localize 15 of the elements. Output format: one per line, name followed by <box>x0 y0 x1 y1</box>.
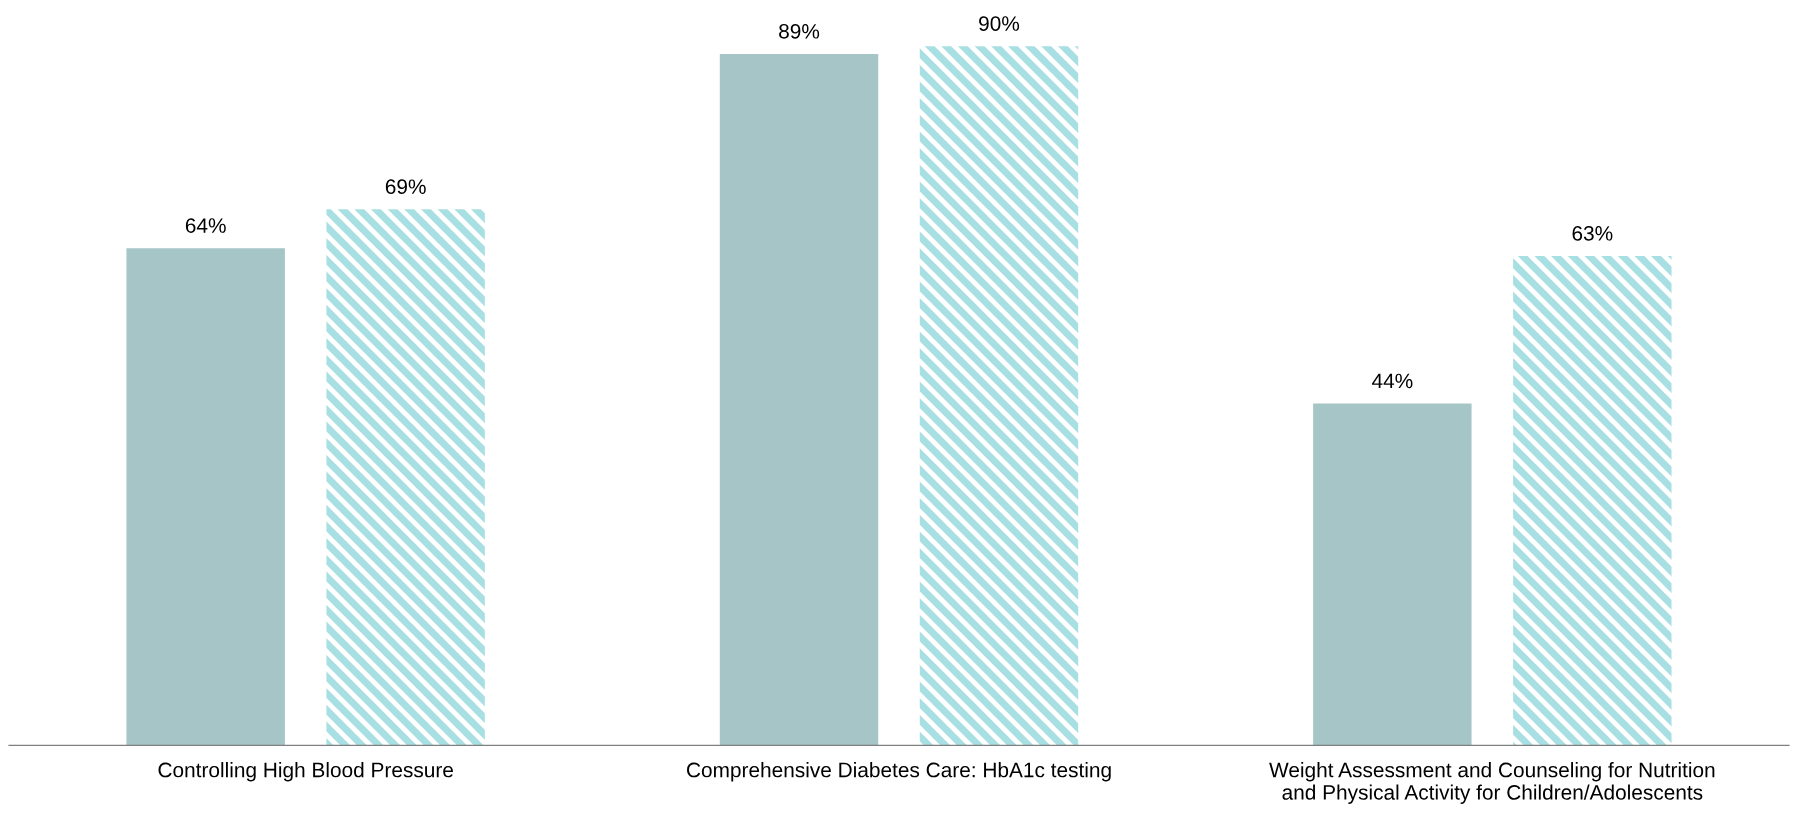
data-label: 63% <box>1572 225 1613 241</box>
data-label: 44% <box>1371 373 1413 389</box>
data-label: 89% <box>779 23 820 39</box>
x-tick-label: Weight Assessment and Counseling for Nutrition and Physical Activity for Children/Adolescents <box>1269 762 1715 804</box>
x-tick-label: Controlling High Blood Pressure <box>158 762 453 782</box>
bar <box>126 248 285 746</box>
bar <box>326 209 485 746</box>
data-label: 64% <box>185 218 226 233</box>
data-label: 90% <box>979 16 1020 31</box>
x-tick-label: Comprehensive Diabetes Care: HbA1c testing <box>687 762 1111 782</box>
bar <box>1313 403 1472 746</box>
data-label: 69% <box>385 179 426 195</box>
bar <box>719 53 879 746</box>
bar <box>1513 255 1672 746</box>
bar <box>919 46 1079 746</box>
